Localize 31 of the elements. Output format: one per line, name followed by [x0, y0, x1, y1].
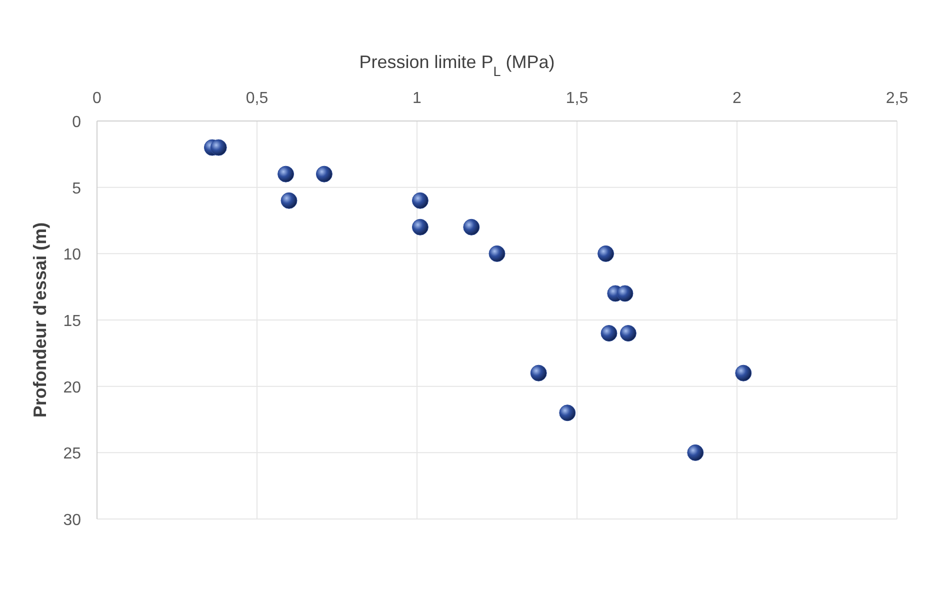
point [412, 218, 428, 236]
point [559, 404, 576, 422]
point [463, 218, 480, 236]
point [620, 325, 636, 342]
x-tick-label: 2,5 [886, 90, 908, 107]
point [598, 245, 614, 262]
y-tick-label: 25 [63, 446, 82, 463]
x-axis-title: Pression limite P$_{L}$ (MPa) [359, 52, 555, 78]
point [278, 166, 294, 182]
x-tick-label: 2 [732, 90, 742, 107]
y-tick-label: 30 [63, 512, 82, 529]
point [488, 245, 506, 262]
x-tick-label: 0 [92, 90, 102, 107]
y-tick-label: 20 [63, 379, 82, 396]
point [412, 192, 428, 209]
y-axis-title: Profondeur d'essai (m) [30, 222, 50, 418]
point [530, 364, 547, 382]
point [616, 285, 634, 302]
point [600, 325, 618, 342]
point [316, 166, 332, 182]
point [687, 444, 704, 461]
y-tick-label: 0 [72, 114, 82, 131]
x-tick-label: 1,5 [566, 90, 588, 107]
x-tick-label: 1 [412, 90, 422, 107]
point [280, 192, 298, 209]
y-tick-label: 10 [63, 246, 82, 264]
x-tick-label: 0,5 [246, 90, 268, 107]
point [210, 139, 227, 156]
y-tick-label: 5 [72, 180, 82, 198]
y-tick-label: 15 [63, 313, 82, 330]
point [735, 364, 752, 382]
